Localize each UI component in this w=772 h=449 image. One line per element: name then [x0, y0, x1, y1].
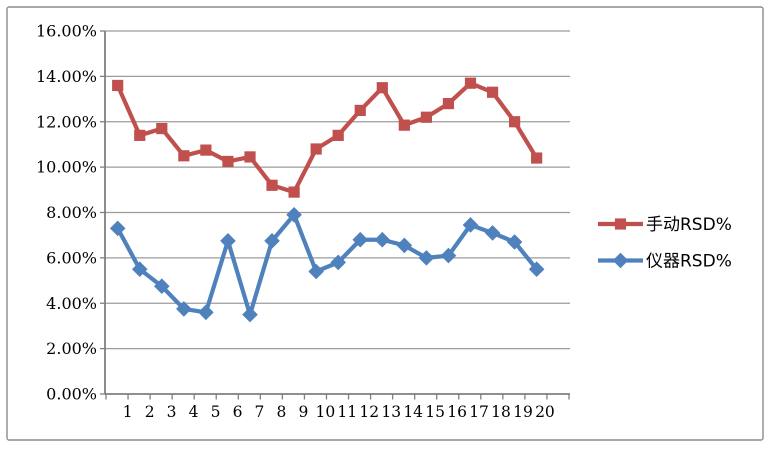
series-manual-marker [420, 111, 432, 123]
series-instrument-marker [109, 220, 126, 237]
x-axis-label: 9 [298, 403, 308, 421]
y-axis-label: 10.00% [36, 158, 97, 177]
y-axis-label: 16.00% [36, 22, 97, 41]
series-instrument-marker [131, 261, 148, 278]
x-axis-label: 6 [233, 403, 243, 421]
series-instrument-marker [286, 206, 302, 223]
series-manual-marker [442, 98, 455, 110]
y-axis-label: 0.00% [46, 385, 97, 404]
y-axis-label: 2.00% [46, 339, 97, 358]
x-axis-label: 16 [447, 403, 467, 421]
x-axis-label: 19 [513, 403, 533, 421]
series-manual-marker [200, 144, 212, 156]
series-manual-marker [156, 122, 168, 135]
x-axis-label: 2 [145, 403, 155, 421]
series-manual-marker [134, 129, 146, 141]
series-manual-marker [112, 79, 124, 92]
series-instrument-marker [330, 254, 346, 271]
series-manual-marker [178, 150, 190, 162]
legend-manual-swatch-marker [614, 218, 627, 230]
series-instrument-marker [198, 304, 214, 321]
legend-manual-label: 手动RSD% [646, 215, 732, 235]
series-manual-marker [398, 119, 410, 131]
legend-instrument-swatch-marker [612, 252, 629, 269]
x-axis-label: 4 [189, 403, 199, 421]
x-axis-label: 13 [381, 403, 401, 421]
series-instrument-marker [528, 261, 545, 278]
series-manual-marker [332, 129, 344, 141]
series-manual-marker [310, 143, 322, 155]
x-axis-label: 14 [403, 403, 423, 421]
y-axis-label: 12.00% [36, 112, 97, 131]
series-manual-marker [266, 179, 278, 191]
x-axis-label: 18 [491, 403, 511, 421]
series-manual-marker [531, 152, 543, 164]
legend-instrument-label: 仪器RSD% [646, 252, 732, 272]
x-axis-label: 3 [167, 403, 177, 421]
chart-border [6, 6, 764, 441]
series-manual-marker [244, 151, 256, 163]
series-manual-marker [354, 104, 366, 117]
y-axis-label: 6.00% [46, 248, 97, 267]
series-instrument-marker [462, 217, 479, 233]
series-manual-marker [486, 86, 499, 98]
x-axis-label: 1 [123, 403, 133, 421]
x-axis-label: 5 [211, 403, 221, 421]
series-instrument-marker [154, 278, 170, 295]
x-axis-label: 17 [469, 403, 489, 421]
x-axis-label: 10 [315, 403, 335, 421]
series-manual-marker [288, 186, 300, 198]
series-instrument-line [115, 212, 539, 317]
x-axis-label: 20 [535, 403, 555, 421]
series-instrument-marker [176, 301, 192, 317]
series-instrument-marker [396, 237, 413, 254]
series-instrument-marker [418, 250, 435, 266]
series-manual-marker [376, 82, 388, 94]
x-axis-label: 15 [425, 403, 445, 421]
series-instrument-marker [484, 225, 501, 241]
x-axis-label: 11 [337, 403, 357, 421]
series-manual-marker [222, 155, 234, 168]
series-instrument-marker [264, 233, 280, 249]
x-axis-label: 7 [255, 403, 265, 421]
x-axis-label: 8 [276, 403, 286, 421]
series-manual-marker [509, 116, 521, 128]
series-manual-line [115, 81, 539, 195]
series-instrument-marker [308, 263, 324, 280]
series-instrument-marker [374, 231, 391, 248]
series-manual-marker [464, 77, 477, 89]
series-instrument-marker [220, 233, 236, 249]
series-instrument-marker [440, 247, 457, 264]
y-axis-label: 4.00% [46, 294, 97, 313]
series-instrument-marker [352, 231, 369, 248]
series-instrument-marker [506, 234, 523, 250]
y-axis-label: 14.00% [36, 67, 97, 86]
series-instrument-marker [242, 306, 258, 323]
y-axis-label: 8.00% [46, 203, 97, 222]
x-axis-label: 12 [359, 403, 379, 421]
